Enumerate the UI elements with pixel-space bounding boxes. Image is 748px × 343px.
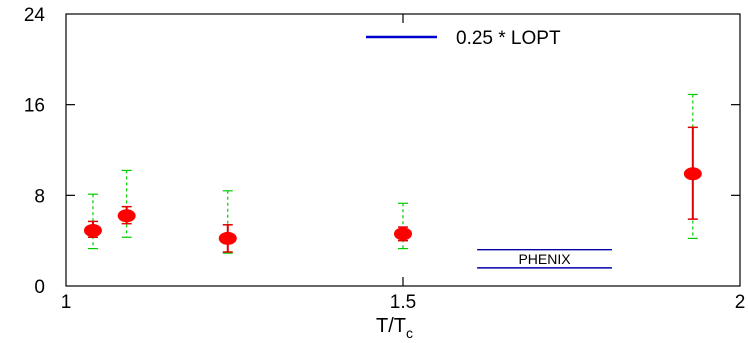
data-point-marker: [218, 231, 237, 245]
data-point-marker: [117, 209, 136, 223]
y-tick-label: 8: [34, 186, 45, 207]
phenix-band-label: PHENIX: [518, 251, 571, 267]
data-point-marker: [83, 223, 102, 237]
data-point-group: [683, 93, 702, 239]
x-axis-label-main: T/T: [376, 315, 406, 337]
data-point-group: [218, 190, 237, 254]
phenix-band: PHENIX: [477, 249, 612, 269]
data-point-marker: [394, 227, 412, 241]
x-axis-label-subscript: c: [406, 325, 413, 341]
data-point-group: [83, 193, 102, 250]
data-points: [83, 93, 702, 254]
legend-label: 0.25 * LOPT: [456, 28, 561, 49]
data-point-group: [394, 202, 412, 250]
ticks: 0 8 16 24 1 1.5 2: [24, 5, 745, 313]
y-tick-label: 16: [24, 96, 45, 117]
x-tick-label: 1.5: [390, 292, 416, 313]
x-axis-label: T/Tc: [376, 315, 413, 341]
plot-frame: [65, 13, 741, 287]
x-tick-label: 2: [735, 292, 746, 313]
y-tick-label: 24: [24, 5, 46, 26]
x-tick-label: 1: [61, 292, 72, 313]
legend: 0.25 * LOPT: [366, 28, 561, 49]
y-tick-label: 0: [34, 277, 45, 298]
data-point-marker: [683, 167, 702, 181]
data-point-group: [117, 169, 136, 238]
